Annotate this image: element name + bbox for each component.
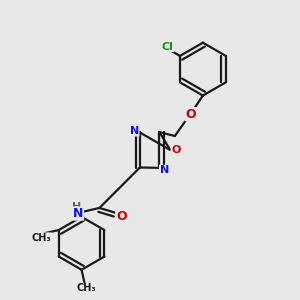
Text: N: N	[73, 207, 83, 220]
Text: O: O	[171, 145, 181, 155]
Text: CH₃: CH₃	[76, 284, 96, 293]
Text: CH₃: CH₃	[32, 233, 51, 243]
Text: O: O	[116, 210, 127, 223]
Text: H: H	[72, 202, 81, 212]
Text: N: N	[160, 165, 169, 175]
Text: N: N	[130, 126, 139, 136]
Text: Cl: Cl	[162, 42, 174, 52]
Text: O: O	[185, 108, 196, 121]
